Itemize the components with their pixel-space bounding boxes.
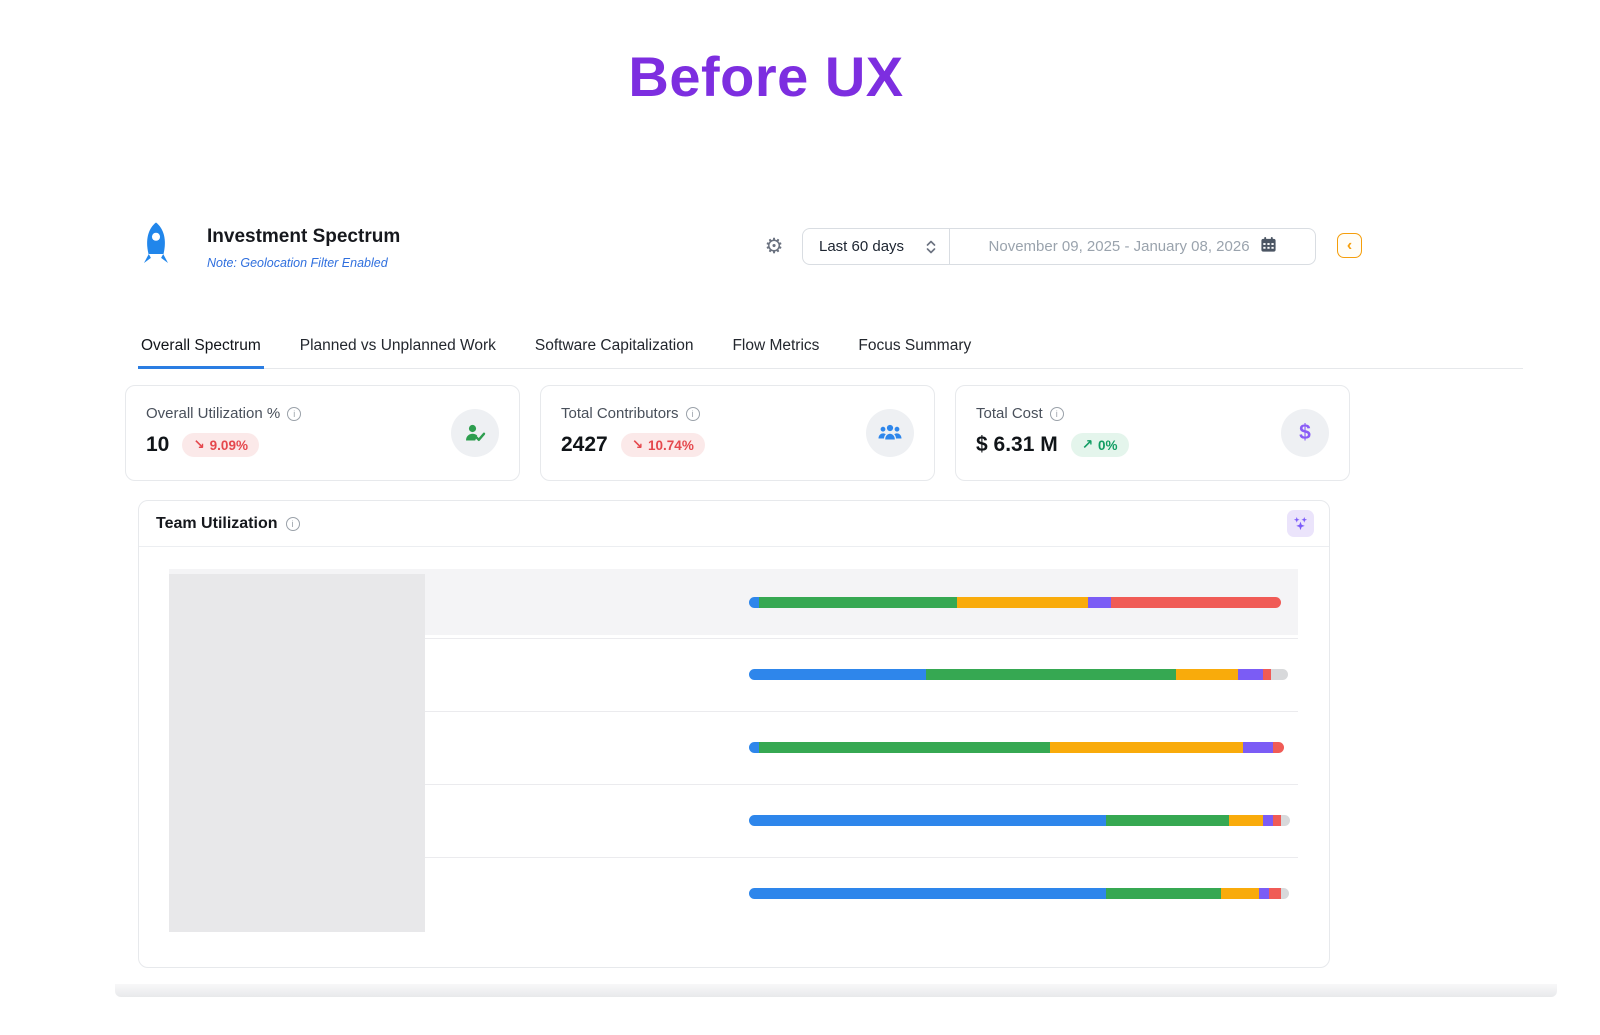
info-icon[interactable]: i xyxy=(287,406,302,421)
bar-segment-blue[interactable] xyxy=(749,742,760,754)
stat-trend-badge: ↘ 9.09% xyxy=(182,433,259,457)
row-separator xyxy=(425,638,1298,639)
trending-down-icon: ↘ xyxy=(631,437,644,452)
bar-segment-red[interactable] xyxy=(1273,815,1282,827)
date-range-value: November 09, 2025 - January 08, 2026 xyxy=(988,238,1250,255)
utilization-bar-row-5[interactable] xyxy=(749,888,1289,900)
stat-card-value: 10 xyxy=(146,433,170,456)
rocket-icon xyxy=(138,221,174,269)
redacted-label-block xyxy=(169,574,425,932)
bar-segment-green[interactable] xyxy=(759,742,1051,754)
page-bottom-edge xyxy=(115,984,1557,997)
utilization-bar-row-4[interactable] xyxy=(749,815,1290,827)
bar-segment-green[interactable] xyxy=(759,596,958,608)
dollar-icon: $ xyxy=(1281,409,1329,457)
geolocation-note: Note: Geolocation Filter Enabled xyxy=(207,256,388,270)
bar-segment-blue[interactable] xyxy=(749,669,927,681)
bar-segment-blue[interactable] xyxy=(749,888,1106,900)
bar-segment-red[interactable] xyxy=(1273,742,1285,754)
stat-card-label: Overall Utilization % xyxy=(146,405,281,422)
bar-segment-amber[interactable] xyxy=(957,596,1088,608)
bar-segment-red[interactable] xyxy=(1263,669,1272,681)
settings-gear-icon[interactable]: ⚙ xyxy=(764,234,784,258)
stat-delta: 10.74% xyxy=(648,437,694,453)
stat-delta: 9.09% xyxy=(209,437,248,453)
bar-segment-gray[interactable] xyxy=(1271,669,1288,681)
stat-trend-badge: ↘ 10.74% xyxy=(620,433,705,457)
bar-segment-amber[interactable] xyxy=(1050,742,1244,754)
stat-card-value: 2427 xyxy=(561,433,608,456)
info-icon[interactable]: i xyxy=(285,516,300,531)
bar-segment-purple[interactable] xyxy=(1243,742,1274,754)
page-title: Before UX xyxy=(628,45,904,108)
row-separator xyxy=(425,857,1298,858)
person-check-icon xyxy=(451,409,499,457)
stat-card-label: Total Cost xyxy=(976,405,1043,422)
tabs: Overall Spectrum Planned vs Unplanned Wor… xyxy=(138,327,1523,369)
stat-card-overall-utilization: Overall Utilization % i 10 ↘ 9.09% xyxy=(125,385,520,481)
info-icon[interactable]: i xyxy=(685,406,700,421)
bar-segment-blue[interactable] xyxy=(749,596,760,608)
stat-card-total-contributors: Total Contributors i 2427 ↘ 10.74% xyxy=(540,385,935,481)
bar-segment-purple[interactable] xyxy=(1263,815,1274,827)
row-separator xyxy=(425,784,1298,785)
collapse-panel-button[interactable]: ‹ xyxy=(1337,233,1362,258)
bar-segment-amber[interactable] xyxy=(1229,815,1264,827)
bar-segment-amber[interactable] xyxy=(1176,669,1239,681)
team-utilization-chart xyxy=(139,547,1329,967)
bar-segment-blue[interactable] xyxy=(749,815,1106,827)
row-separator xyxy=(425,711,1298,712)
stat-card-value: $ 6.31 M xyxy=(976,433,1058,456)
stat-trend-badge: ↗ 0% xyxy=(1070,433,1129,457)
date-range-field[interactable]: November 09, 2025 - January 08, 2026 xyxy=(950,229,1315,264)
bar-segment-red[interactable] xyxy=(1269,888,1281,900)
bar-segment-red[interactable] xyxy=(1111,596,1282,608)
calendar-icon xyxy=(1260,236,1277,257)
utilization-bar-row-1[interactable] xyxy=(749,596,1282,608)
bar-segment-green[interactable] xyxy=(1105,888,1221,900)
info-icon[interactable]: i xyxy=(1049,406,1064,421)
range-select-value: Last 60 days xyxy=(819,238,905,255)
tab-planned-vs-unplanned-work[interactable]: Planned vs Unplanned Work xyxy=(299,337,496,354)
stat-card-label: Total Contributors xyxy=(561,405,679,422)
bar-segment-gray[interactable] xyxy=(1281,815,1290,827)
utilization-bar-row-2[interactable] xyxy=(749,669,1288,681)
bar-segment-gray[interactable] xyxy=(1280,888,1289,900)
stat-delta: 0% xyxy=(1098,437,1118,453)
sparkles-icon xyxy=(1293,516,1308,531)
bar-segment-green[interactable] xyxy=(926,669,1177,681)
bar-segment-green[interactable] xyxy=(1105,815,1230,827)
tab-focus-summary[interactable]: Focus Summary xyxy=(858,337,972,354)
bar-segment-purple[interactable] xyxy=(1258,888,1269,900)
chevron-updown-icon xyxy=(926,240,936,254)
range-select[interactable]: Last 60 days xyxy=(803,229,951,264)
tab-software-capitalization[interactable]: Software Capitalization xyxy=(534,337,694,354)
team-utilization-title: Team Utilization xyxy=(156,514,278,532)
stat-card-total-cost: Total Cost i $ 6.31 M ↗ 0% $ xyxy=(955,385,1350,481)
tab-overall-spectrum[interactable]: Overall Spectrum xyxy=(138,327,264,369)
trending-up-icon: ↗ xyxy=(1081,437,1094,452)
team-utilization-card: Team Utilization i xyxy=(138,500,1330,968)
ai-sparkle-button[interactable] xyxy=(1287,510,1314,537)
utilization-bar-row-3[interactable] xyxy=(749,742,1285,754)
dashboard-title: Investment Spectrum xyxy=(207,226,401,247)
people-group-icon xyxy=(866,409,914,457)
date-controls: Last 60 days November 09, 2025 - January… xyxy=(802,228,1316,265)
chevron-left-icon: ‹ xyxy=(1346,236,1353,254)
bar-segment-purple[interactable] xyxy=(1087,596,1112,608)
tab-flow-metrics[interactable]: Flow Metrics xyxy=(732,337,820,354)
bar-segment-amber[interactable] xyxy=(1220,888,1259,900)
bar-segment-purple[interactable] xyxy=(1238,669,1264,681)
trending-down-icon: ↘ xyxy=(193,437,205,452)
